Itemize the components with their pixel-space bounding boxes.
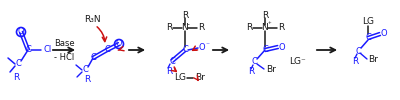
Text: R: R <box>198 24 204 32</box>
Text: R: R <box>84 76 90 84</box>
Text: Br: Br <box>266 64 276 74</box>
Text: R: R <box>182 10 188 20</box>
Text: C: C <box>355 46 361 56</box>
Text: R: R <box>166 66 172 76</box>
Text: Cl: Cl <box>44 46 52 54</box>
Text: C: C <box>90 54 96 62</box>
Text: C: C <box>251 57 257 66</box>
Text: C: C <box>365 34 371 42</box>
Text: LG: LG <box>174 74 186 82</box>
Text: LG⁻: LG⁻ <box>289 57 305 66</box>
Text: C: C <box>25 46 31 54</box>
Text: R: R <box>246 24 252 32</box>
Text: O: O <box>18 28 24 36</box>
Text: R: R <box>262 10 268 20</box>
Text: R: R <box>248 68 254 76</box>
Text: R: R <box>166 24 172 32</box>
Text: C: C <box>15 60 21 68</box>
Text: R: R <box>352 56 358 66</box>
Text: ⁻: ⁻ <box>205 40 209 50</box>
Text: C: C <box>182 46 188 54</box>
Text: ⁺: ⁺ <box>267 22 271 28</box>
Text: N: N <box>182 24 188 32</box>
Text: O: O <box>199 44 205 52</box>
Text: ·: · <box>187 20 191 30</box>
Text: O: O <box>279 42 285 52</box>
Text: Br: Br <box>368 55 378 64</box>
Text: C: C <box>262 46 268 54</box>
Text: Base: Base <box>54 38 74 48</box>
Text: O: O <box>381 30 387 38</box>
Text: C: C <box>82 66 88 74</box>
Text: Br: Br <box>195 74 205 82</box>
Text: C: C <box>169 56 175 66</box>
Text: N: N <box>262 24 268 32</box>
Text: R: R <box>13 74 19 82</box>
Text: R₃N: R₃N <box>84 16 100 24</box>
Text: - HCl: - HCl <box>54 52 74 62</box>
Text: R: R <box>278 24 284 32</box>
Text: C: C <box>104 46 110 54</box>
Text: O: O <box>116 40 122 48</box>
Text: LG: LG <box>362 18 374 26</box>
